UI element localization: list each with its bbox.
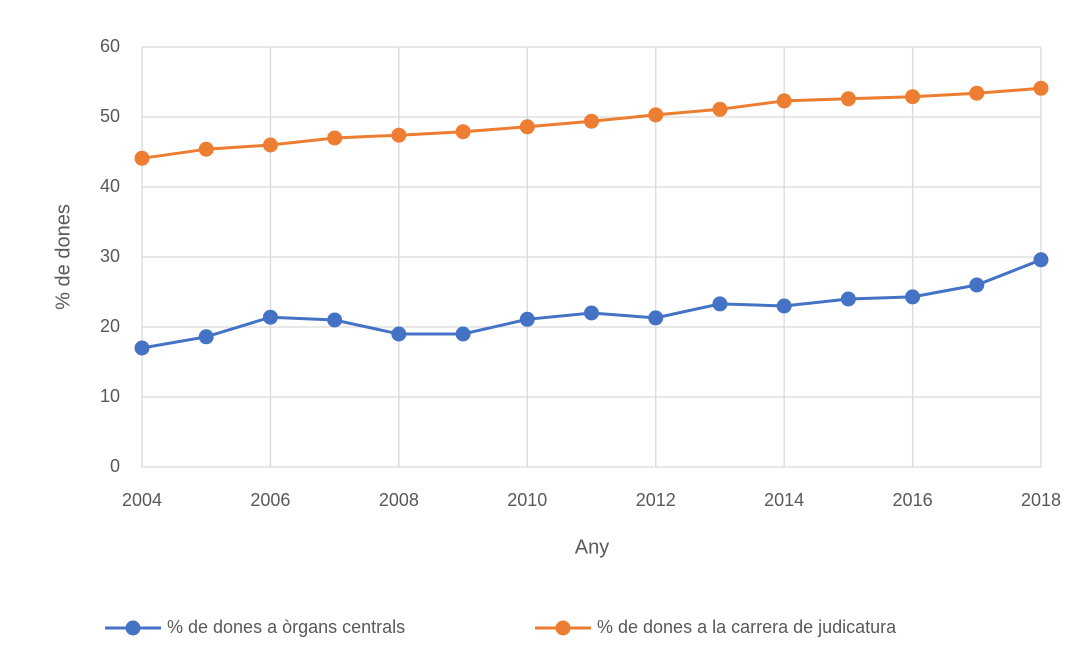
data-point (391, 326, 407, 342)
y-tick-label: 10 (100, 386, 120, 406)
data-point (1033, 252, 1049, 268)
legend-marker (555, 620, 571, 636)
data-point (584, 113, 599, 129)
data-point (969, 277, 985, 293)
data-point (455, 326, 471, 342)
x-tick-label: 2016 (893, 490, 933, 510)
data-point (840, 291, 856, 307)
x-tick-label: 2018 (1021, 490, 1061, 510)
data-point (905, 89, 921, 105)
legend-marker (125, 620, 141, 636)
data-point (519, 119, 535, 135)
data-point (969, 85, 985, 101)
data-point (198, 141, 214, 157)
data-point (712, 101, 728, 117)
data-point (327, 130, 343, 146)
data-point (134, 340, 150, 356)
data-point (905, 289, 921, 305)
x-tick-label: 2004 (122, 490, 162, 510)
x-tick-label: 2012 (636, 490, 676, 510)
y-tick-label: 30 (100, 246, 120, 266)
series-line (141, 258, 1042, 350)
data-point (712, 296, 728, 312)
y-tick-label: 0 (110, 456, 120, 476)
data-point (262, 309, 278, 325)
legend-label: % de dones a òrgans centrals (167, 617, 405, 637)
data-point (455, 124, 471, 140)
x-tick-label: 2010 (507, 490, 547, 510)
y-tick-label: 20 (100, 316, 120, 336)
data-point (327, 312, 343, 328)
data-point (776, 93, 792, 109)
x-tick-label: 2014 (764, 490, 804, 510)
y-axis-label: % de dones (52, 204, 74, 310)
x-axis-label: Any (575, 536, 609, 558)
data-point (776, 298, 792, 314)
x-tick-label: 2006 (250, 490, 290, 510)
y-tick-label: 40 (100, 176, 120, 196)
data-point (1033, 80, 1049, 96)
data-point (648, 107, 664, 123)
x-tick-label: 2008 (379, 490, 419, 510)
data-point (519, 311, 535, 327)
data-point (198, 329, 214, 345)
y-tick-label: 50 (100, 106, 120, 126)
legend-label: % de dones a la carrera de judicatura (597, 617, 897, 637)
data-point (584, 305, 599, 321)
data-point (134, 150, 150, 166)
data-point (262, 137, 278, 153)
y-tick-label: 60 (100, 36, 120, 56)
data-point (648, 310, 664, 326)
data-point (391, 127, 407, 143)
data-point (840, 91, 856, 107)
